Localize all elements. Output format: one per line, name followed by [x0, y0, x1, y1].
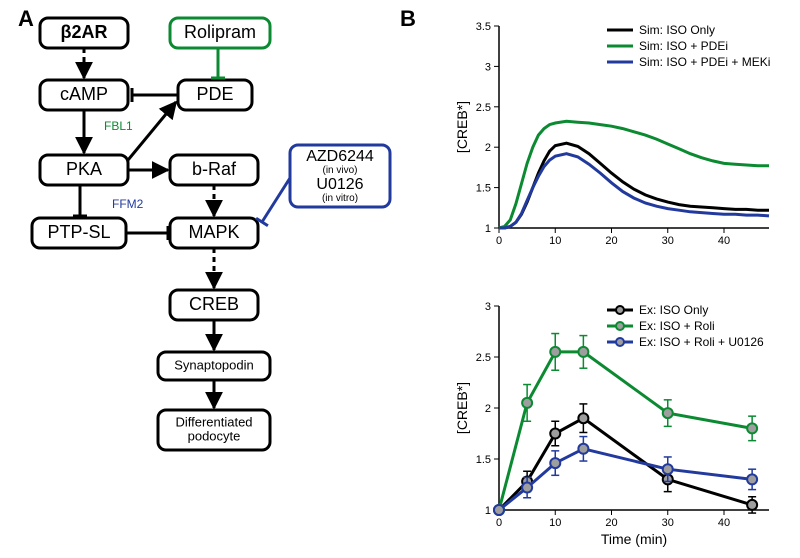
svg-text:Sim: ISO + PDEi: Sim: ISO + PDEi [639, 39, 728, 53]
series-marker [522, 483, 532, 493]
series-marker [550, 429, 560, 439]
svg-text:20: 20 [605, 235, 617, 247]
azdbox-node: AZD6244(in vivo)U0126(in vitro) [290, 145, 390, 207]
svg-text:40: 40 [718, 235, 730, 247]
svg-text:Sim: ISO + PDEi + MEKi: Sim: ISO + PDEi + MEKi [639, 55, 770, 69]
camp-node: cAMP [40, 80, 128, 110]
azd-label2: U0126 [316, 176, 363, 193]
series-marker [747, 423, 757, 433]
azd-label1: AZD6244 [306, 148, 374, 165]
panel-label-a: A [18, 6, 34, 31]
svg-text:30: 30 [662, 517, 674, 529]
svg-text:0: 0 [496, 235, 502, 247]
series-marker [550, 347, 560, 357]
chart-exp: 0 10 20 30 40 1 1.5 2 2.5 3 [CREB*] Time (min) Ex: I… [454, 301, 769, 547]
b2ar-node: β2AR [40, 18, 128, 48]
svg-text:Ex: ISO Only: Ex: ISO Only [639, 303, 708, 317]
legend: Sim: ISO Only Sim: ISO + PDEi Sim: ISO + P… [607, 23, 770, 69]
chart-sim: 0 10 20 30 40 1 1.5 2 2.5 3 3.5 [CREB*] Sim: ISO Onl… [454, 21, 770, 247]
b2ar-label: β2AR [61, 22, 108, 42]
series-marker [663, 464, 673, 474]
rolipram-node: Rolipram [170, 18, 270, 48]
series-marker [494, 505, 504, 515]
y-axis-label: [CREB*] [454, 382, 470, 434]
svg-text:2.5: 2.5 [476, 102, 491, 114]
svg-text:1.5: 1.5 [476, 454, 491, 466]
fbl1-label: FBL1 [104, 119, 133, 133]
svg-text:40: 40 [718, 517, 730, 529]
synapto-label: Synaptopodin [174, 357, 254, 372]
azd-sub1: (in vivo) [322, 165, 357, 176]
series-line-2 [499, 449, 752, 510]
series-marker [747, 500, 757, 510]
svg-text:10: 10 [549, 517, 561, 529]
legend: Ex: ISO Only Ex: ISO + Roli Ex: ISO + Roli… [607, 303, 764, 349]
svg-text:Ex: ISO + Roli + U0126: Ex: ISO + Roli + U0126 [639, 335, 764, 349]
synapto-node: Synaptopodin [158, 352, 270, 380]
azd-sub2: (in vitro) [322, 193, 358, 204]
svg-text:2.5: 2.5 [476, 352, 491, 364]
mapk-node: MAPK [170, 218, 258, 248]
braf-node: b-Raf [170, 155, 258, 185]
series-marker [550, 458, 560, 468]
svg-text:20: 20 [605, 517, 617, 529]
series-line-1 [499, 352, 752, 510]
svg-text:1: 1 [485, 223, 491, 235]
diffpod-node: Differentiatedpodocyte [158, 410, 270, 450]
svg-text:30: 30 [662, 235, 674, 247]
signaling-diagram: β2AR Rolipram cAMP PDE PKA b-Raf PTP-SL MAPK CRE… [32, 18, 390, 450]
svg-text:Ex: ISO + Roli: Ex: ISO + Roli [639, 319, 715, 333]
svg-text:2: 2 [485, 403, 491, 415]
y-axis-label: [CREB*] [454, 101, 470, 153]
ffm2-label: FFM2 [112, 197, 144, 211]
svg-text:0: 0 [496, 517, 502, 529]
svg-text:3.5: 3.5 [476, 21, 491, 33]
series-marker [578, 413, 588, 423]
svg-text:Sim: ISO Only: Sim: ISO Only [639, 23, 715, 37]
creb-label: CREB [189, 294, 239, 314]
svg-text:10: 10 [549, 235, 561, 247]
rolipram-label: Rolipram [184, 22, 256, 42]
diffpod-label: podocyte [188, 428, 241, 443]
pde-node: PDE [178, 80, 252, 110]
svg-text:2: 2 [485, 142, 491, 154]
series-marker [578, 347, 588, 357]
pka-node: PKA [40, 155, 128, 185]
svg-text:3: 3 [485, 301, 491, 313]
pde-label: PDE [196, 84, 233, 104]
braf-label: b-Raf [192, 159, 237, 179]
figure-root: A B β2AR Rolipram cAMP PDE PKA b-Raf PTP-SL MAP… [0, 0, 800, 558]
x-axis-label: Time (min) [601, 531, 667, 547]
camp-label: cAMP [60, 84, 108, 104]
ptpsl-node: PTP-SL [32, 218, 126, 248]
series-marker [522, 398, 532, 408]
series-marker [578, 444, 588, 454]
panel-label-b: B [400, 6, 416, 31]
creb-node: CREB [170, 290, 258, 320]
ptpsl-label: PTP-SL [47, 222, 110, 242]
mapk-label: MAPK [188, 222, 239, 242]
svg-text:3: 3 [485, 61, 491, 73]
series-line-0 [499, 418, 752, 510]
svg-text:1.5: 1.5 [476, 183, 491, 195]
pka-label: PKA [66, 159, 102, 179]
series-marker [747, 474, 757, 484]
series-marker [663, 408, 673, 418]
svg-text:1: 1 [485, 505, 491, 517]
